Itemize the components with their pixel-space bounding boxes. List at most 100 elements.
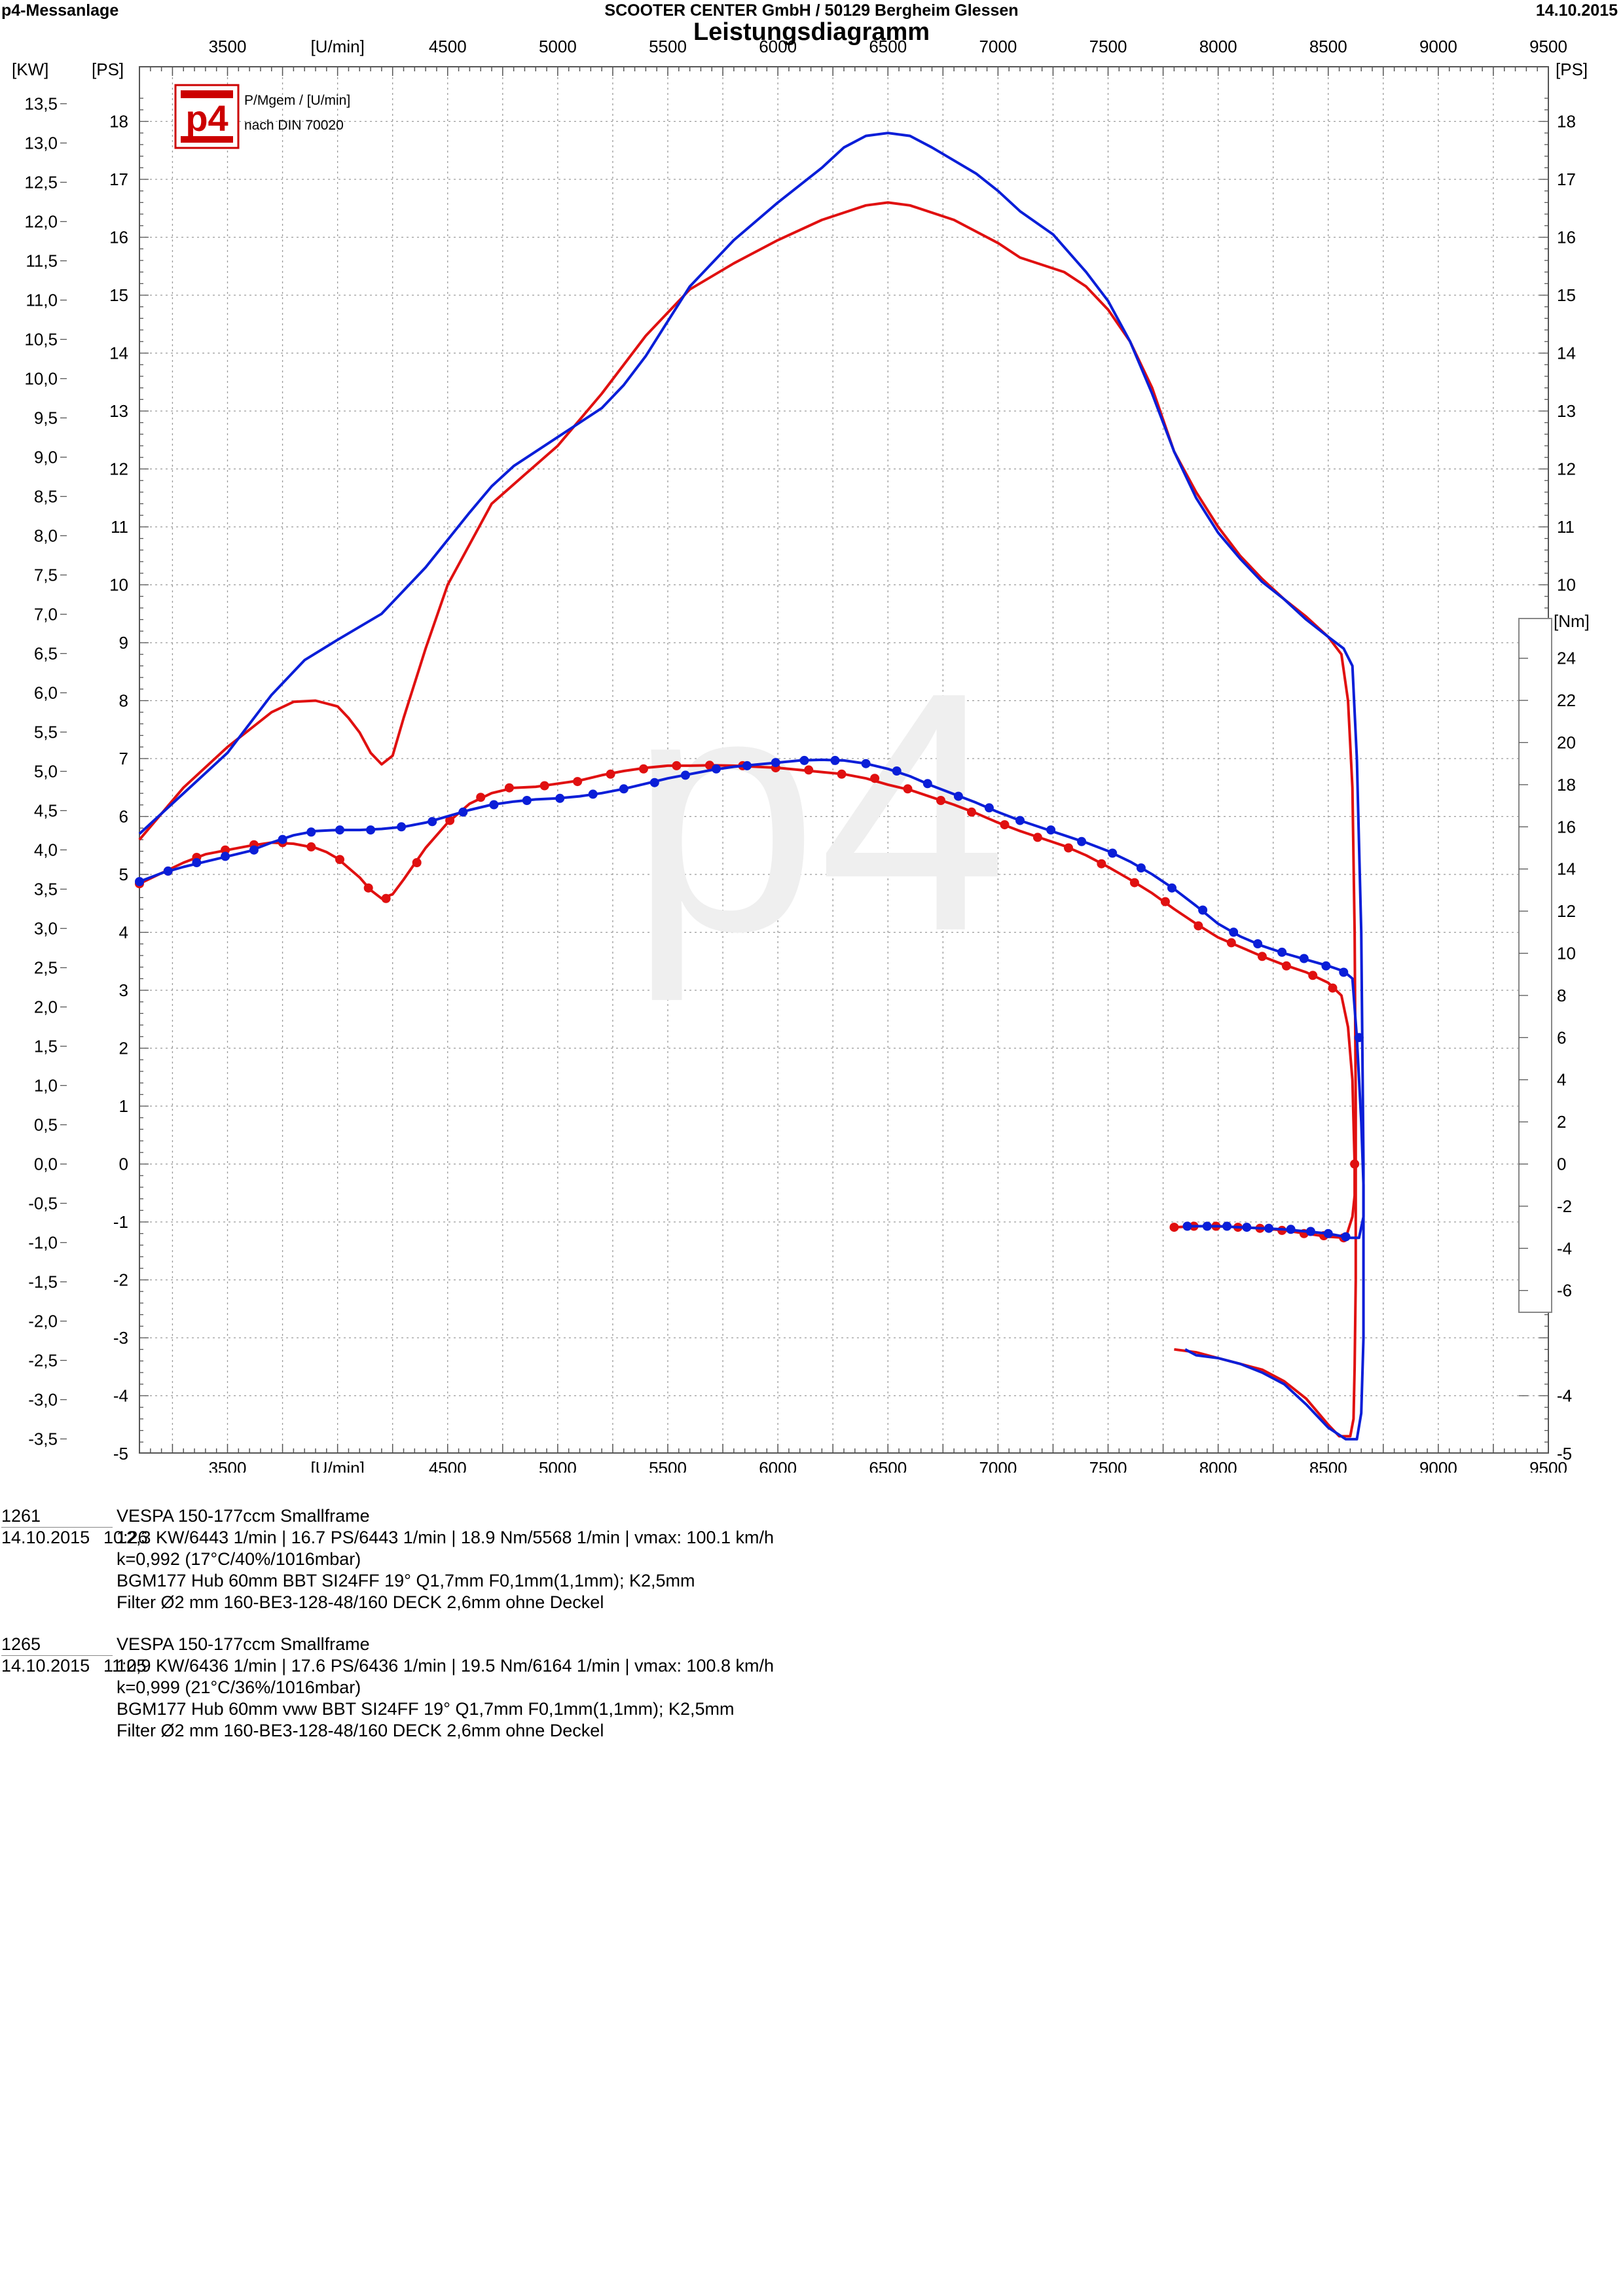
kw-tick-label: 12,0 [24,212,58,232]
torque-marker-2 [712,764,721,774]
torque-marker-2 [649,778,659,787]
axes: 35003500[U/min][U/min]450045005000500055… [12,37,1590,1473]
x-tick-label-bottom: 8000 [1199,1458,1237,1473]
x-tick-label-bottom: 9500 [1529,1458,1567,1473]
kw-tick-label: -2,5 [28,1351,58,1371]
ps-tick-label-left: 9 [119,633,128,653]
torque-marker-2 [588,789,598,799]
nm-tick-label: 24 [1557,649,1576,668]
torque-marker-2 [1108,848,1118,858]
kw-tick-label: 10,0 [24,369,58,389]
x-tick-label-top: 3500 [209,37,247,56]
torque-marker-2 [249,845,259,855]
nm-tick-label: 6 [1557,1028,1566,1047]
ps-tick-label-left: 7 [119,749,128,768]
torque-marker-1 [1064,843,1073,853]
kw-tick-label: 6,5 [34,644,58,664]
x-tick-label-bottom: 6000 [759,1458,797,1473]
x-tick-label-top: 7000 [979,37,1017,56]
nm-tick-label: -4 [1557,1386,1572,1406]
ps-tick-label-right: 17 [1557,170,1576,189]
run-time: 10:26 [103,1528,148,1547]
torque-marker-1 [1194,921,1203,931]
torque-marker-2 [953,791,963,801]
torque-marker-2 [306,827,316,837]
torque-marker-2 [1323,1229,1333,1238]
nm-tick-label: 20 [1557,733,1576,753]
torque-marker-2 [458,807,468,817]
logo-band [181,90,233,98]
torque-marker-2 [1182,1221,1192,1231]
torque-marker-1 [1328,983,1338,993]
torque-marker-1 [639,764,648,774]
ps-tick-label-left: 6 [119,807,128,827]
torque-marker-1 [804,765,814,775]
torque-marker-2 [619,784,629,794]
x-tick-label-bottom: 8500 [1309,1458,1347,1473]
torque-marker-1 [381,893,391,903]
torque-marker-2 [278,834,287,844]
x-tick-label-top: 5500 [649,37,687,56]
ps-tick-label-right: 18 [1557,112,1576,132]
kw-tick-label: 2,0 [34,997,58,1017]
torque-marker-1 [1032,833,1042,842]
torque-marker-2 [1202,1221,1212,1231]
ps-tick-label-left: 3 [119,980,128,1000]
kw-tick-label: 8,5 [34,487,58,507]
kw-tick-label: 10,5 [24,330,58,350]
x-tick-label-bottom: 7000 [979,1458,1017,1473]
kw-tick-label: 1,5 [34,1037,58,1056]
logo-text: p4 [185,98,228,139]
logo-band [181,136,233,143]
x-tick-label-bottom: 5000 [539,1458,577,1473]
ps-tick-label-left: 4 [119,923,128,942]
kw-tick-label: 8,0 [34,526,58,546]
torque-marker-2 [1242,1223,1252,1232]
kw-tick-label: 3,5 [34,880,58,899]
kw-tick-label: 4,0 [34,840,58,860]
nm-tick-label: 0 [1557,1155,1566,1174]
x-tick-label-top: 8000 [1199,37,1237,56]
run-conditions: k=0,999 (21°C/36%/1016mbar) [117,1677,361,1697]
run-summary: 12,9 KW/6436 1/min | 17.6 PS/6436 1/min … [117,1656,775,1676]
nm-tick-label: 18 [1557,775,1576,795]
run-filter: Filter Ø2 mm 160-BE3-128-48/160 DECK 2,6… [117,1721,604,1740]
torque-marker-1 [573,777,583,787]
x-tick-label-bottom: 4500 [429,1458,467,1473]
torque-marker-1 [335,855,344,865]
header-left-title: p4-Messanlage [1,1,119,20]
nm-axis-box [1518,618,1552,1313]
kw-tick-label: 13,0 [24,134,58,153]
x-tick-label-top: 4500 [429,37,467,56]
ps-tick-label-left: -4 [113,1386,128,1406]
x-tick-label-bottom: 9000 [1419,1458,1457,1473]
ps-tick-label-left: 10 [109,575,128,595]
ps-tick-label-right: 11 [1557,517,1575,537]
torque-marker-2 [1321,961,1331,971]
kw-tick-label: 7,5 [34,565,58,585]
ps-tick-label-left: -5 [113,1444,128,1463]
torque-marker-2 [1222,1221,1232,1231]
ps-tick-label-left: 2 [119,1039,128,1058]
run-filter: Filter Ø2 mm 160-BE3-128-48/160 DECK 2,6… [117,1592,604,1612]
kw-tick-label: 5,0 [34,762,58,781]
torque-marker-1 [903,784,913,794]
ps-tick-label-left: 16 [109,228,128,247]
ps-tick-label-right: 15 [1557,285,1576,305]
torque-marker-1 [504,783,514,793]
nm-tick-label: -2 [1557,1196,1572,1216]
nm-axis-label: [Nm] [1554,611,1590,631]
torque-marker-2 [428,817,437,827]
ps-tick-label-left: 17 [109,170,128,189]
nm-tick-label: 16 [1557,817,1576,836]
torque-marker-2 [1305,1227,1315,1236]
ps-tick-label-right: 12 [1557,459,1576,479]
run-id: 1265 [1,1634,113,1656]
torque-marker-2 [771,758,780,768]
kw-tick-label: 1,0 [34,1076,58,1096]
torque-marker-2 [522,796,532,805]
torque-marker-2 [1277,947,1287,957]
ps-tick-label-left: -1 [113,1212,128,1232]
header-company: SCOOTER CENTER GmbH / 50129 Bergheim Gle… [604,1,1019,20]
torque-marker-1 [306,842,316,852]
